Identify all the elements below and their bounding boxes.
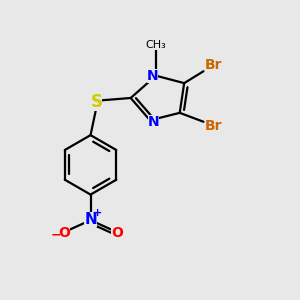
Text: N: N <box>147 69 158 83</box>
Text: O: O <box>58 226 70 240</box>
Text: N: N <box>84 212 97 227</box>
Text: +: + <box>93 208 103 218</box>
Text: S: S <box>91 93 103 111</box>
Text: Br: Br <box>205 119 223 133</box>
Text: Br: Br <box>205 58 223 72</box>
Text: O: O <box>111 226 123 240</box>
Text: −: − <box>50 228 61 241</box>
Text: CH₃: CH₃ <box>146 40 166 50</box>
Text: N: N <box>148 115 159 129</box>
